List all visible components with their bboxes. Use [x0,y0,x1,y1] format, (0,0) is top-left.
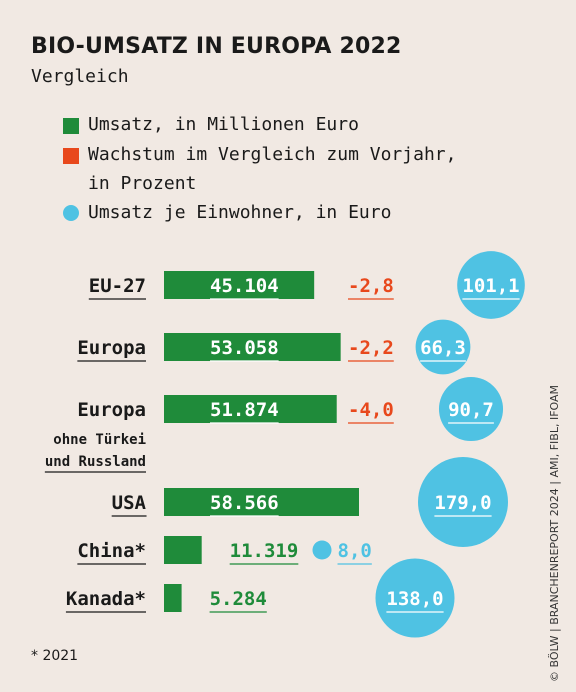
per-capita-bubble-usa [418,457,508,547]
revenue-bar-kanada- [164,584,182,612]
per-capita-value-kanada-: 138,0 [386,588,443,610]
footnote: * 2021 [31,648,79,664]
revenue-bar-usa [164,488,359,516]
growth-value-eu-27: -2,8 [348,275,394,297]
revenue-bar-europa-ohne-t-rkei-und-russland [164,395,337,423]
category-label-europa: Europa [77,337,146,359]
legend-label-growth-line2: in Prozent [88,173,197,194]
per-capita-value-europa: 66,3 [420,337,466,359]
per-capita-value-europa-ohne-t-rkei-und-russland: 90,7 [448,399,494,421]
per-capita-value-usa: 179,0 [434,492,491,514]
revenue-bar-china- [164,536,202,564]
legend-label-per-capita: Umsatz je Einwohner, in Euro [88,202,392,223]
revenue-value-kanada-: 5.284 [210,588,267,610]
revenue-bar-europa [164,333,341,361]
legend-swatch-revenue [63,118,79,134]
per-capita-value-china-: 8,0 [338,540,372,562]
revenue-value-europa-ohne-t-rkei-und-russland: 51.874 [210,399,279,421]
category-label-europa-ohne-t-rkei-und-russland: Europa [77,399,146,421]
per-capita-value-eu-27: 101,1 [462,275,519,297]
legend-label-revenue: Umsatz, in Millionen Euro [88,114,359,135]
revenue-value-europa: 53.058 [210,337,279,359]
source-credit: © BÖLW | BRANCHENREPORT 2024 | AMI, FIBL… [548,384,561,682]
per-capita-bubble-kanada- [375,558,455,638]
legend-swatch-per-capita [63,205,79,221]
per-capita-bubble-eu-27 [457,251,525,319]
legend-label-growth: Wachstum im Vergleich zum Vorjahr, [88,144,457,165]
category-sublabel-europa-ohne-t-rkei-und-russland: ohne Türkei [53,432,146,448]
per-capita-bubble-china- [312,540,332,560]
category-label-usa: USA [112,492,147,514]
chart-subtitle: Vergleich [31,66,129,87]
legend-swatch-growth [63,148,79,164]
category-sublabel2-europa-ohne-t-rkei-und-russland: und Russland [45,454,146,470]
category-label-china-: China* [77,540,146,562]
revenue-value-china-: 11.319 [230,540,299,562]
growth-value-europa: -2,2 [348,337,394,359]
growth-value-europa-ohne-t-rkei-und-russland: -4,0 [348,399,394,421]
category-label-kanada-: Kanada* [66,588,146,610]
revenue-bar-eu-27 [164,271,315,299]
chart-title: BIO-UMSATZ IN EUROPA 2022 [31,34,402,59]
revenue-value-usa: 58.566 [210,492,279,514]
per-capita-bubble-europa-ohne-t-rkei-und-russland [438,376,504,442]
category-label-eu-27: EU-27 [89,275,146,297]
revenue-value-eu-27: 45.104 [210,275,279,297]
